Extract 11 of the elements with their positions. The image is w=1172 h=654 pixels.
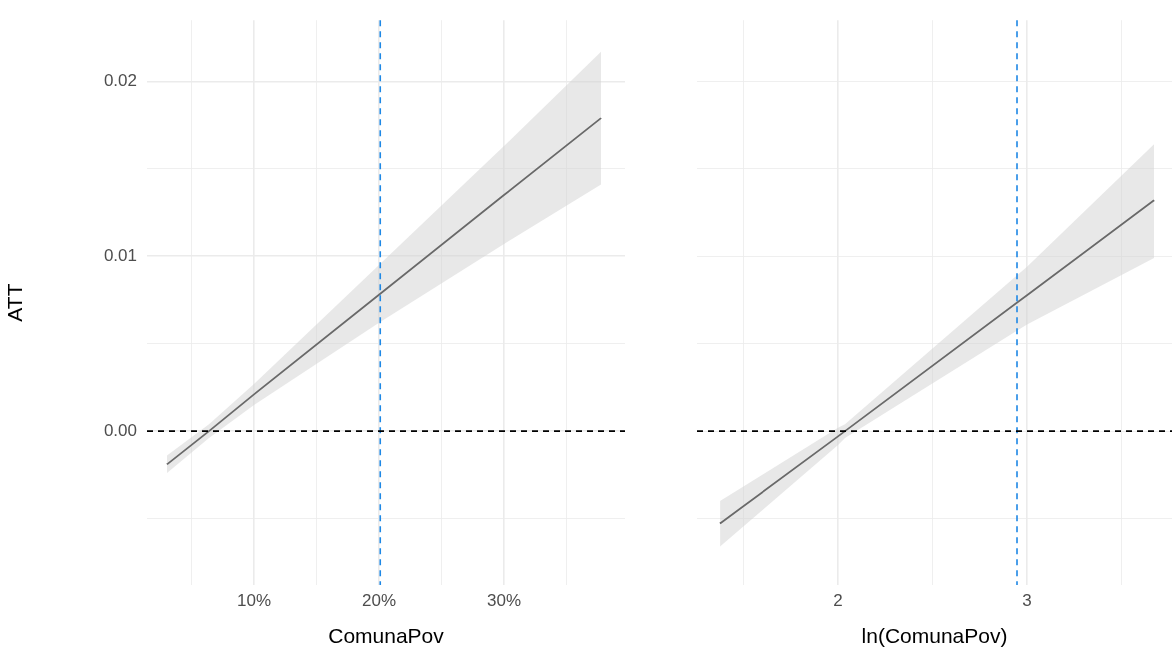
- y-tick-label: 0.00: [103, 420, 137, 440]
- y-tick-label: 0.02: [103, 71, 137, 91]
- y-axis-title: ATT: [3, 283, 27, 322]
- x-axis-title: ComunaPov: [328, 624, 445, 648]
- x-tick-label: 2: [833, 590, 843, 610]
- x-tick-label: 10%: [236, 590, 272, 610]
- x-tick-label: 20%: [361, 590, 397, 610]
- y-tick-label: 0.01: [103, 245, 137, 265]
- x-tick-label: 30%: [486, 590, 522, 610]
- x-axis-title: ln(ComunaPov): [861, 624, 1008, 648]
- x-tick-label: 3: [1022, 590, 1032, 610]
